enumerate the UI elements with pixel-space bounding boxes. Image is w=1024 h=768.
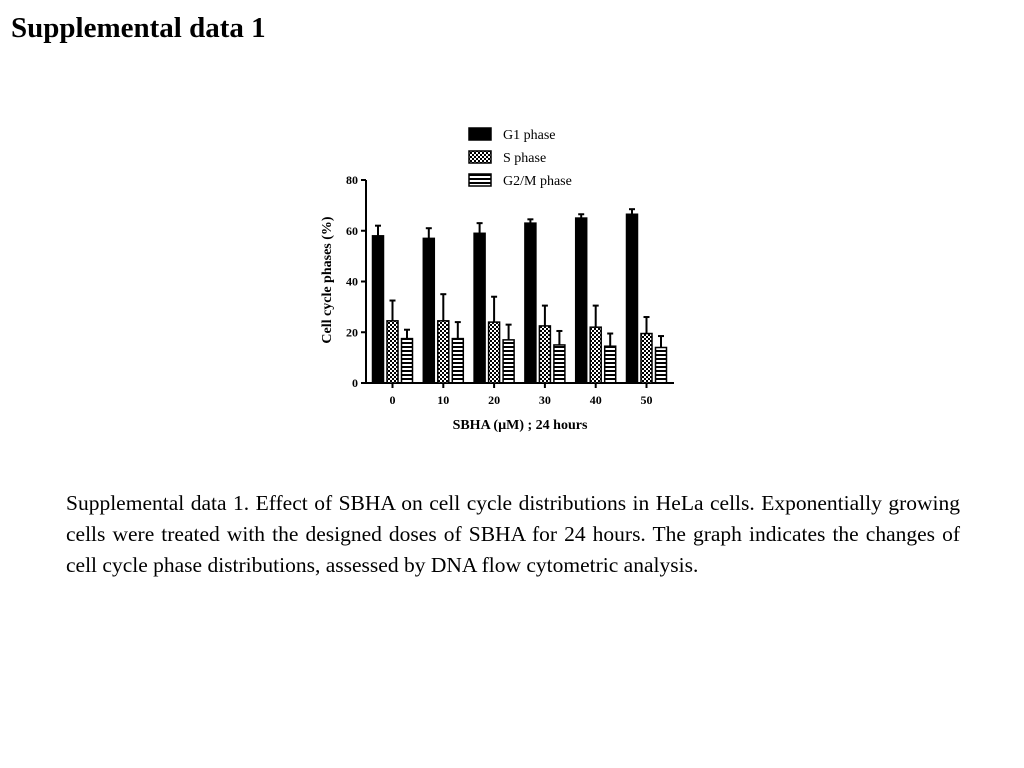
- bar-g2-m-phase-0: [400, 337, 414, 384]
- y-tick-label: 60: [346, 224, 358, 238]
- legend-label: S phase: [503, 151, 546, 166]
- legend-swatch-g1-phase: [468, 127, 492, 141]
- bar-s-phase-40: [589, 326, 602, 384]
- x-tick-label: 10: [437, 393, 449, 407]
- x-tick-label: 0: [390, 393, 396, 407]
- legend-label: G2/M phase: [503, 174, 572, 189]
- bar-s-phase-0: [386, 320, 399, 384]
- figure-caption: Supplemental data 1. Effect of SBHA on c…: [66, 491, 960, 577]
- bar-s-phase-50: [640, 332, 653, 384]
- x-tick-label: 30: [539, 393, 551, 407]
- bar-g2-m-phase-20: [502, 339, 515, 384]
- chart-canvas: 0 20 40 60 80 0 10 20 30 40 50 G1 phase S phase G2/M…: [320, 127, 674, 433]
- legend-swatch-s-phase: [468, 150, 492, 164]
- bar-chart: 0 20 40 60 80 0 10 20 30 40 50 G1 phase S phase G2/M…: [300, 110, 720, 450]
- bar-s-phase-20: [487, 321, 501, 384]
- x-tick-label: 50: [641, 393, 653, 407]
- y-tick-label: 40: [346, 275, 358, 289]
- x-tick-label: 20: [488, 393, 500, 407]
- bar-g1-phase-30: [524, 222, 537, 384]
- x-axis-label: SBHA (µM) ; 24 hours: [453, 418, 588, 433]
- bar-g1-phase-0: [371, 235, 385, 384]
- y-tick-label: 80: [346, 173, 358, 187]
- y-axis-label: Cell cycle phases (%): [320, 216, 335, 343]
- bar-g1-phase-10: [422, 237, 436, 384]
- bar-g2-m-phase-30: [553, 344, 566, 384]
- bar-s-phase-30: [538, 325, 552, 384]
- bar-s-phase-10: [437, 320, 450, 384]
- bar-g1-phase-40: [574, 217, 588, 384]
- page-title: Supplemental data 1: [11, 12, 266, 44]
- y-tick-label: 20: [346, 325, 358, 339]
- y-tick-label: 0: [352, 376, 358, 390]
- bar-g1-phase-20: [473, 232, 486, 384]
- bars: [371, 208, 668, 384]
- legend: G1 phase S phase G2/M phase: [468, 127, 572, 189]
- x-tick-label: 40: [590, 393, 602, 407]
- legend-label: G1 phase: [503, 128, 556, 143]
- axes: 0 20 40 60 80 0 10 20 30 40 50: [346, 173, 674, 407]
- bar-g2-m-phase-40: [603, 345, 617, 384]
- bar-g2-m-phase-10: [451, 337, 465, 384]
- legend-swatch-g2-m-phase: [468, 173, 492, 187]
- bar-g1-phase-50: [625, 213, 639, 384]
- bar-g2-m-phase-50: [654, 346, 668, 384]
